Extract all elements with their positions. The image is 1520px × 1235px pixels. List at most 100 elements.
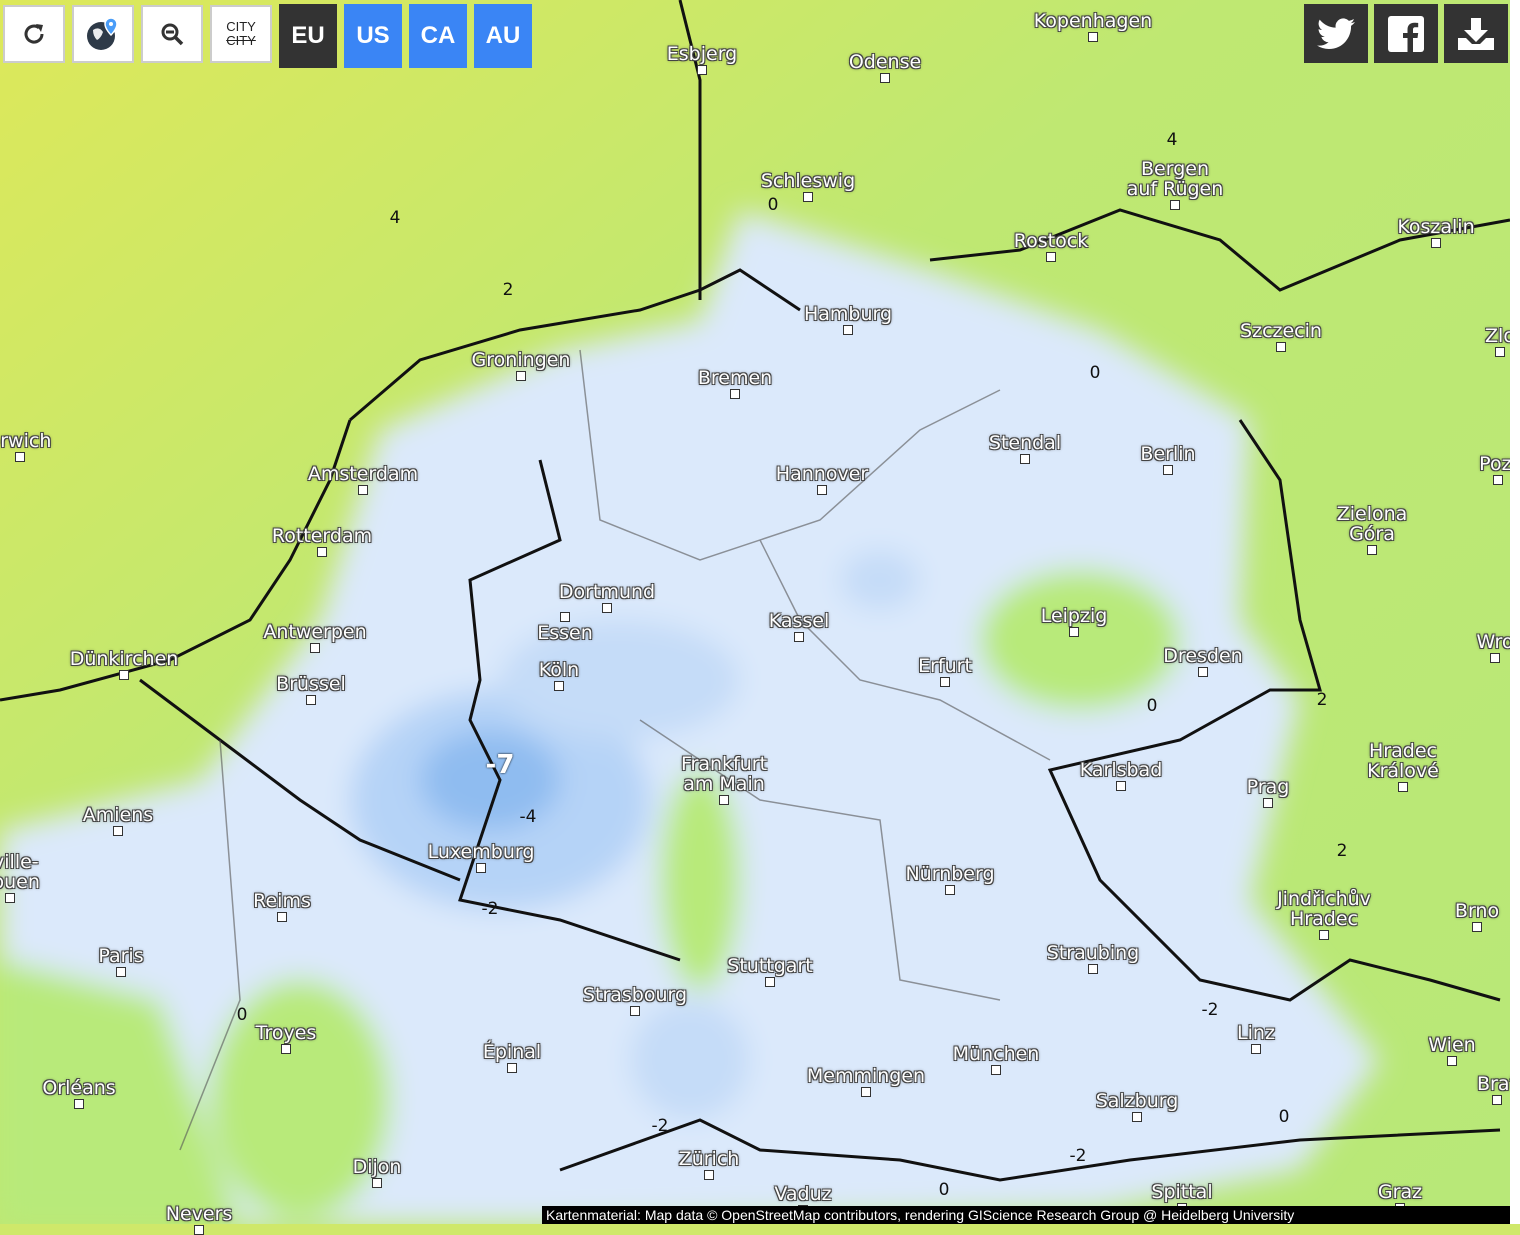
city-square-icon bbox=[1170, 200, 1180, 210]
region-eu-button[interactable]: EU bbox=[279, 4, 337, 68]
city-label: Reims bbox=[253, 890, 311, 912]
city-square-icon bbox=[119, 670, 129, 680]
contour-label: 0 bbox=[1278, 1107, 1290, 1127]
city-label: Berlin bbox=[1140, 443, 1196, 465]
city-square-icon bbox=[765, 977, 775, 987]
city-label: Dortmund bbox=[558, 581, 656, 603]
city-square-icon bbox=[1447, 1056, 1457, 1066]
city-label: Straubing bbox=[1046, 942, 1140, 964]
locate-button[interactable] bbox=[72, 5, 134, 63]
city-square-icon bbox=[554, 681, 564, 691]
city-square-icon bbox=[5, 893, 15, 903]
city-label: Bergen auf Rügen bbox=[1126, 158, 1224, 200]
city-square-icon bbox=[560, 612, 570, 622]
city-square-icon bbox=[1088, 964, 1098, 974]
city-square-icon bbox=[358, 485, 368, 495]
city-square-icon bbox=[803, 192, 813, 202]
reload-button[interactable] bbox=[3, 5, 65, 63]
city-square-icon bbox=[817, 485, 827, 495]
city-square-icon bbox=[697, 65, 707, 75]
city-label: Odense bbox=[848, 51, 922, 73]
city-square-icon bbox=[194, 1225, 204, 1235]
city-square-icon bbox=[1069, 627, 1079, 637]
city-square-icon bbox=[516, 371, 526, 381]
city-label: Prag bbox=[1246, 776, 1290, 798]
city-square-icon bbox=[1319, 930, 1329, 940]
contour-label: 2 bbox=[1316, 690, 1328, 710]
city-label: Szczecin bbox=[1240, 320, 1322, 342]
city-toggle-icon: CITY CITY bbox=[226, 19, 256, 48]
city-label: Nevers bbox=[165, 1203, 233, 1225]
city-label: Schleswig bbox=[760, 170, 856, 192]
map-toolbar: CITY CITY EU US CA AU bbox=[3, 4, 532, 68]
zoom-out-icon bbox=[161, 23, 184, 46]
city-square-icon bbox=[1088, 32, 1098, 42]
city-label: Wien bbox=[1428, 1034, 1476, 1056]
contour-label: 4 bbox=[389, 208, 401, 228]
city-label: Amiens bbox=[82, 804, 154, 826]
contour-label: 4 bbox=[1166, 130, 1178, 150]
city-label: Leipzig bbox=[1040, 605, 1108, 627]
city-label: Frankfurt am Main bbox=[680, 753, 768, 795]
city-label: Erfurt bbox=[918, 655, 972, 677]
city-square-icon bbox=[372, 1178, 382, 1188]
city-square-icon bbox=[507, 1063, 517, 1073]
contour-label: -2 bbox=[651, 1116, 669, 1136]
city-square-icon bbox=[113, 826, 123, 836]
city-square-icon bbox=[1495, 347, 1505, 357]
city-square-icon bbox=[476, 863, 486, 873]
contour-label: 0 bbox=[1146, 696, 1158, 716]
city-label: Amsterdam bbox=[307, 463, 419, 485]
city-label: Esbjerg bbox=[666, 43, 738, 65]
city-square-icon bbox=[74, 1099, 84, 1109]
facebook-button[interactable] bbox=[1374, 4, 1438, 63]
city-square-icon bbox=[1490, 653, 1500, 663]
city-label: Épinal bbox=[482, 1041, 542, 1063]
city-square-icon bbox=[317, 547, 327, 557]
city-square-icon bbox=[1398, 782, 1408, 792]
facebook-icon bbox=[1388, 15, 1424, 52]
city-label: Koszalin bbox=[1397, 216, 1475, 238]
city-label: Köln bbox=[538, 659, 580, 681]
region-us-button[interactable]: US bbox=[344, 4, 402, 68]
city-label: Bremen bbox=[697, 367, 773, 389]
toggle-cities-button[interactable]: CITY CITY bbox=[210, 5, 272, 63]
city-label: Spittal bbox=[1151, 1181, 1213, 1203]
city-square-icon bbox=[861, 1087, 871, 1097]
city-square-icon bbox=[730, 389, 740, 399]
city-label: Graz bbox=[1377, 1181, 1423, 1203]
city-label: Antwerpen bbox=[263, 621, 367, 643]
city-label: Brüssel bbox=[276, 673, 346, 695]
city-label: Jindřichův Hradec bbox=[1277, 888, 1371, 930]
city-label: Strasbourg bbox=[582, 984, 688, 1006]
city-square-icon bbox=[306, 695, 316, 705]
city-label: Zielona Góra bbox=[1336, 503, 1408, 545]
city-label: Pozı bbox=[1479, 453, 1517, 475]
city-square-icon bbox=[1492, 1095, 1502, 1105]
contour-label: 2 bbox=[502, 280, 514, 300]
city-square-icon bbox=[991, 1065, 1001, 1075]
twitter-button[interactable] bbox=[1304, 4, 1368, 63]
coastline-borders bbox=[0, 0, 1511, 1182]
city-square-icon bbox=[15, 452, 25, 462]
city-label: Rostock bbox=[1013, 230, 1089, 252]
city-label: Nürnberg bbox=[905, 863, 995, 885]
city-label: Karlsbad bbox=[1079, 759, 1163, 781]
contour-label: 0 bbox=[236, 1005, 248, 1025]
city-label: orwich bbox=[0, 430, 52, 452]
contour-label: -4 bbox=[519, 807, 537, 827]
city-label: Rotterdam bbox=[271, 525, 373, 547]
zoom-out-button[interactable] bbox=[141, 5, 203, 63]
city-square-icon bbox=[1132, 1112, 1142, 1122]
city-label: Dijon bbox=[352, 1156, 402, 1178]
region-ca-button[interactable]: CA bbox=[409, 4, 467, 68]
region-au-button[interactable]: AU bbox=[474, 4, 532, 68]
city-label: Linz bbox=[1237, 1022, 1275, 1044]
map-attribution: Kartenmaterial: Map data © OpenStreetMap… bbox=[542, 1206, 1510, 1224]
contour-label: 0 bbox=[1089, 363, 1101, 383]
city-label: Dresden bbox=[1163, 645, 1243, 667]
city-label: Stuttgart bbox=[727, 955, 813, 977]
city-label: Stendal bbox=[988, 432, 1062, 454]
download-button[interactable] bbox=[1444, 4, 1508, 63]
